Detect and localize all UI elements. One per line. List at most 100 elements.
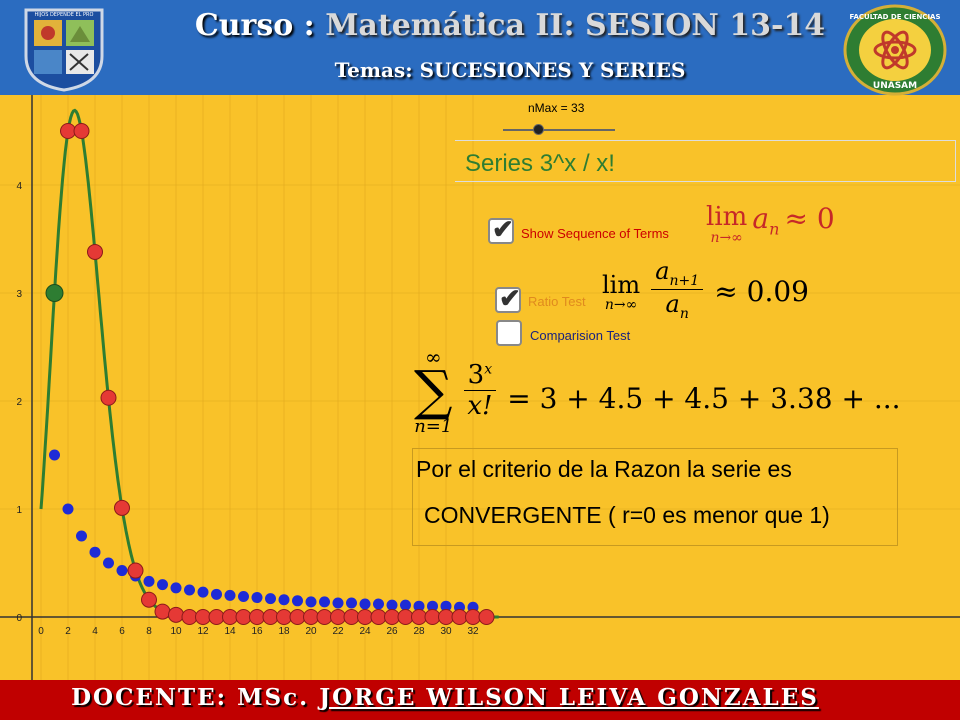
checkbox-comparison-test-label[interactable]: Comparision Test	[530, 328, 631, 343]
ratio-point	[346, 597, 357, 609]
ratio-point	[413, 600, 425, 612]
series-expansion: = 3 + 4.5 + 4.5 + 3.38 + ...	[507, 382, 901, 415]
conclusion-line-1: Por el criterio de la Razon la serie es	[416, 456, 792, 482]
x-tick-label: 20	[305, 626, 317, 637]
ratio-point	[427, 600, 438, 612]
conclusion-box	[412, 448, 898, 546]
checkbox-ratio-test[interactable]: ✔	[495, 283, 521, 313]
title-main: Matemática II: SESION 13-14	[325, 8, 826, 43]
term-point	[397, 609, 414, 625]
check-mark-icon: ✔	[499, 283, 521, 313]
seal-bottom-text: UNASAM	[873, 81, 917, 91]
teacher-credit: DOCENTE: MSc. JORGE WILSON LEIVA GONZALE…	[0, 684, 890, 711]
term-point	[451, 609, 468, 625]
checkbox-show-sequence-label[interactable]: Show Sequence of Terms	[521, 226, 669, 241]
footer-banner: DOCENTE: MSc. JORGE WILSON LEIVA GONZALE…	[0, 680, 960, 720]
ratio-point	[157, 579, 168, 591]
page-subtitle: Temas: SUCESIONES Y SERIES	[334, 58, 686, 82]
first-term-point-dot	[45, 284, 64, 302]
ratio-point	[265, 593, 276, 605]
ratio-point	[62, 503, 74, 515]
y-tick-label: 0	[16, 613, 22, 624]
ratio-point	[251, 592, 263, 604]
checkbox-comparison-test[interactable]	[496, 320, 522, 346]
ratio-point	[278, 594, 290, 606]
term-point	[465, 609, 481, 625]
ratio-point	[319, 596, 330, 608]
limit-an-value: ≈ 0	[784, 202, 835, 235]
ratio-point	[89, 546, 101, 558]
x-tick-label: 10	[170, 626, 182, 637]
term-point	[370, 609, 387, 625]
term-point	[60, 123, 76, 139]
y-tick-label: 2	[16, 397, 22, 408]
term-point	[438, 609, 454, 625]
term-point	[357, 609, 373, 625]
faculty-seal-logo: FACULTAD DE CIENCIAS UNASAM	[843, 4, 947, 96]
ratio-point	[211, 588, 222, 600]
conclusion-line-2: CONVERGENTE ( r=0 es menor que 1)	[424, 502, 830, 528]
header-banner: HIJOS DEPENDE EL PRO Curso : Matemática …	[0, 0, 960, 96]
x-tick-label: 28	[413, 626, 425, 637]
term-point	[262, 609, 279, 625]
x-tick-label: 6	[119, 626, 125, 637]
limit-ratio-value: ≈ 0.09	[714, 275, 809, 308]
seal-top-text: FACULTAD DE CIENCIAS	[849, 13, 940, 21]
ratio-point	[305, 596, 317, 608]
ratio-point	[116, 565, 128, 577]
term-point	[235, 609, 252, 625]
limit-an-formula: lim n→∞ an ≈ 0	[706, 202, 835, 247]
checkbox-show-sequence[interactable]: ✔	[488, 214, 514, 244]
ratio-point	[238, 590, 249, 602]
term-point	[114, 499, 130, 516]
ratio-point	[170, 582, 182, 594]
crest-text: HIJOS DEPENDE EL PRO	[35, 12, 94, 18]
term-point	[478, 609, 495, 625]
checkbox-ratio-test-label[interactable]: Ratio Test	[528, 294, 586, 309]
x-tick-label: 14	[224, 626, 236, 637]
ratio-point	[224, 589, 236, 601]
x-tick-label: 16	[251, 626, 263, 637]
ratio-point	[103, 557, 114, 569]
ratio-point	[143, 575, 155, 587]
term-point	[195, 609, 211, 625]
x-tick-label: 12	[197, 626, 209, 637]
x-tick-label: 8	[146, 626, 152, 637]
ratio-point	[184, 584, 195, 596]
term-point	[384, 609, 400, 625]
term-point	[343, 609, 360, 625]
term-point	[303, 609, 319, 625]
term-point	[73, 123, 90, 139]
term-points	[60, 123, 495, 625]
series-title-box	[455, 140, 956, 182]
x-tick-label: 2	[65, 626, 71, 637]
x-tick-label: 24	[359, 626, 371, 637]
term-point	[222, 609, 238, 625]
ratio-point	[400, 599, 411, 611]
series-sum-formula: ∞ ∑ n=1 3x x! = 3 + 4.5 + 4.5 + 3.38 + .…	[414, 345, 901, 437]
term-point	[87, 243, 103, 260]
y-tick-label: 1	[16, 505, 22, 516]
ratio-point	[440, 600, 452, 612]
ratio-point	[359, 598, 371, 610]
term-point	[249, 609, 265, 625]
ratio-point	[292, 595, 303, 607]
ratio-point	[386, 599, 398, 611]
term-point	[127, 562, 144, 579]
term-point	[424, 609, 441, 625]
x-tick-label: 26	[386, 626, 398, 637]
ratio-point	[332, 597, 344, 609]
first-term-point	[45, 284, 64, 302]
teacher-prefix: DOCENTE: MSc.	[71, 684, 310, 711]
page-title: Curso : Matemática II: SESION 13-14	[190, 8, 830, 43]
ratio-point	[76, 530, 87, 542]
title-prefix: Curso :	[194, 8, 315, 43]
x-tick-label: 30	[440, 626, 452, 637]
term-point	[411, 609, 427, 625]
nmax-slider-handle[interactable]	[533, 124, 544, 135]
term-point	[330, 609, 346, 625]
term-point	[181, 609, 198, 625]
nmax-slider-track[interactable]	[503, 129, 615, 131]
term-point	[154, 603, 171, 620]
